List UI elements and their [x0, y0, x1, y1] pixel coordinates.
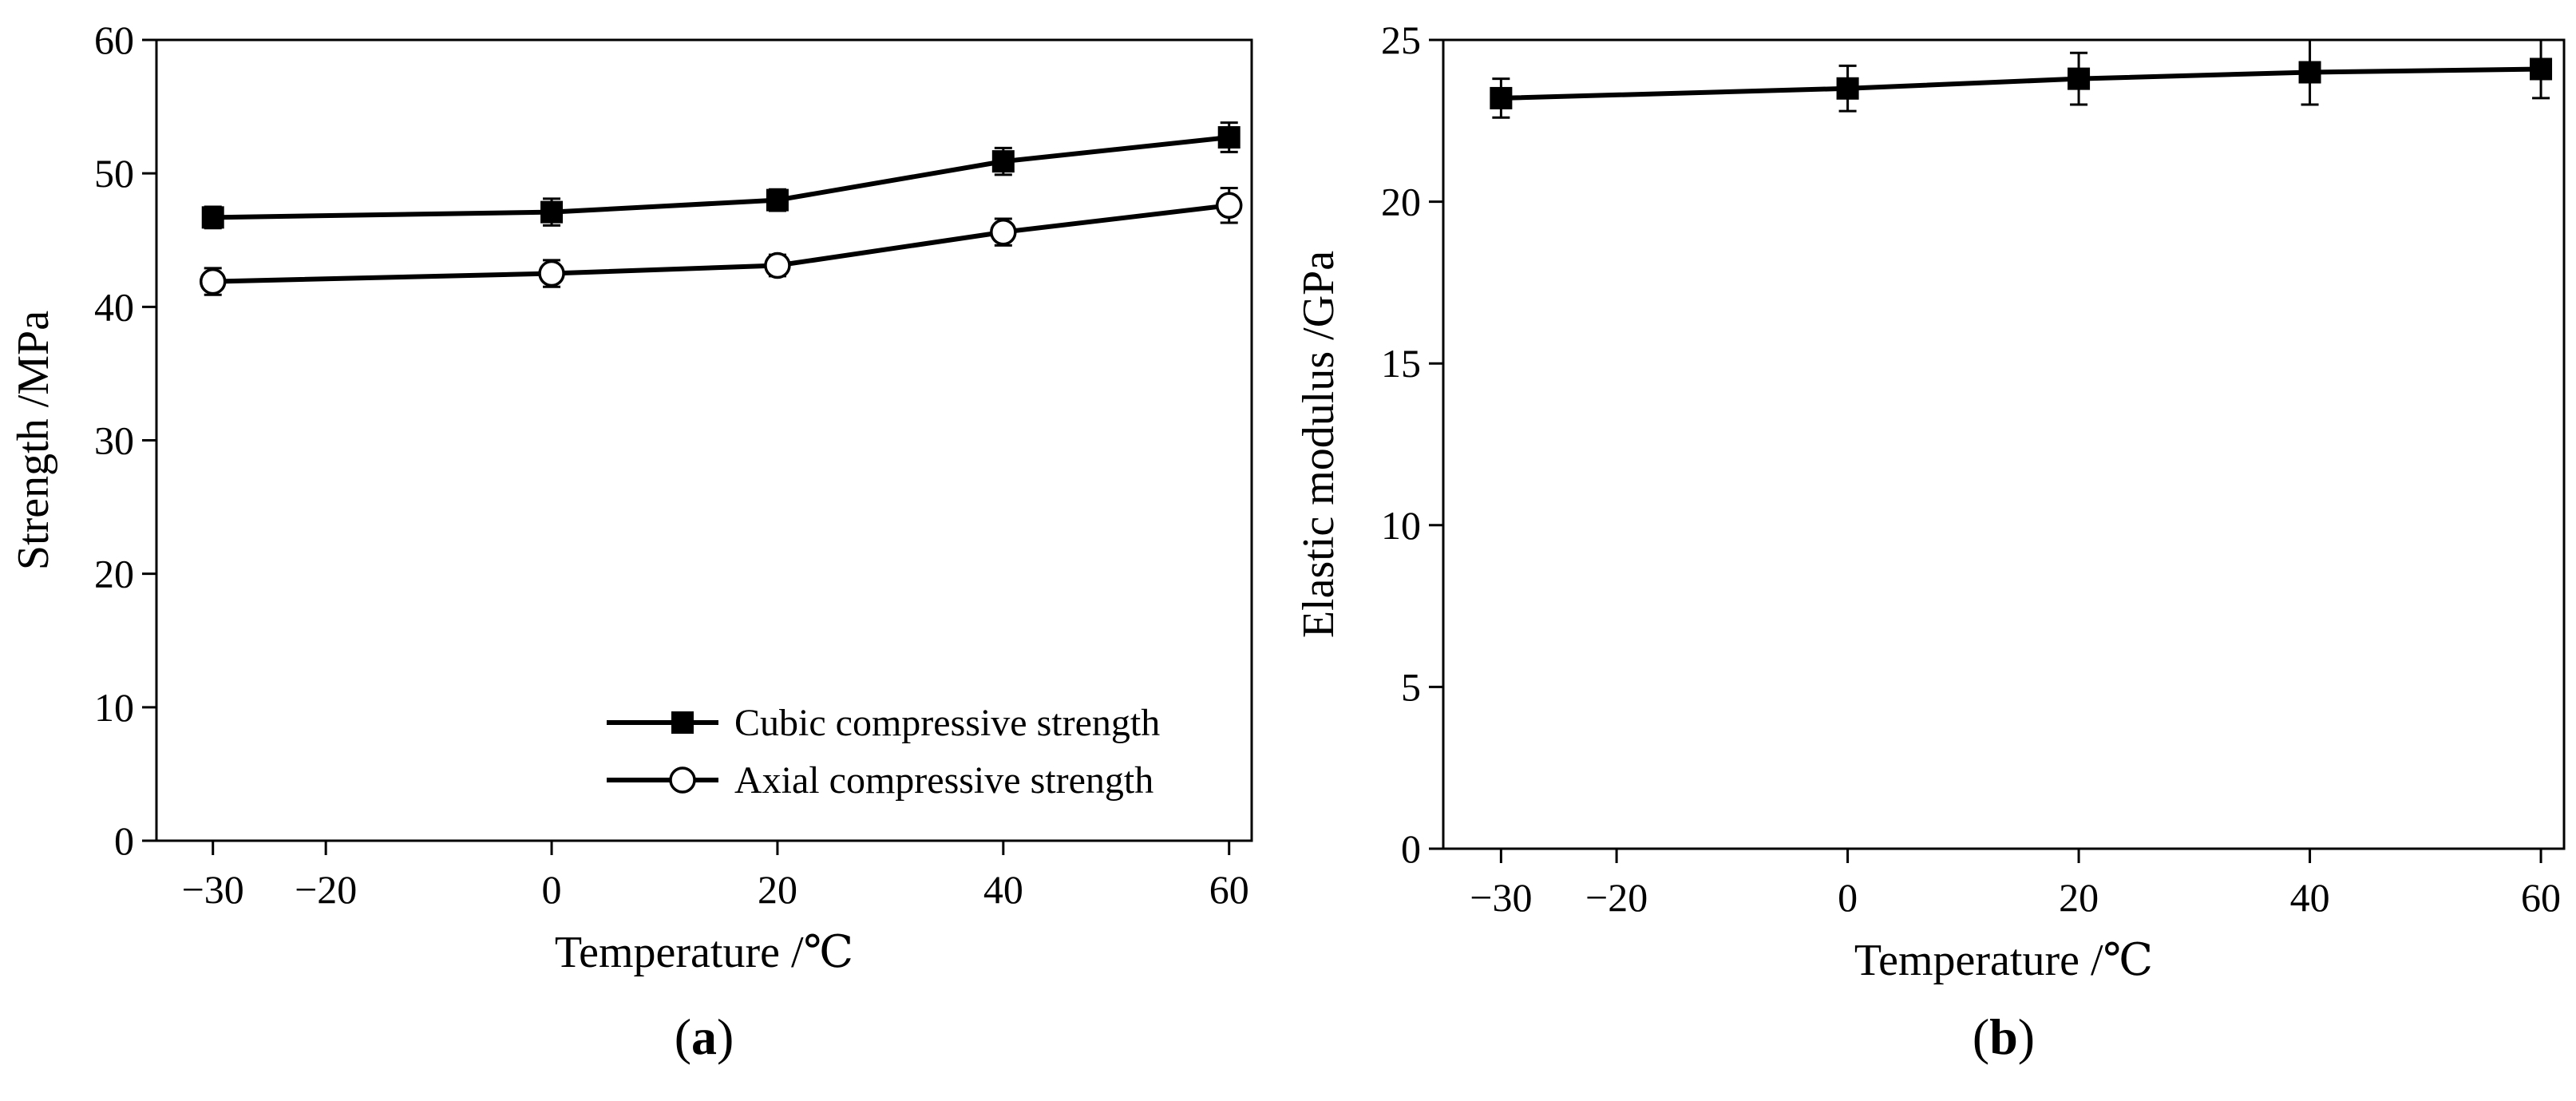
series-1 [1490, 38, 2553, 119]
data-point [1215, 192, 1243, 220]
data-point [1217, 126, 1241, 149]
legend-label: Axial compressive strength [734, 759, 1153, 802]
data-point [991, 150, 1015, 173]
y-tick-label: 20 [94, 552, 134, 596]
legend-marker [669, 766, 696, 794]
legend-label: Cubic compressive strength [734, 702, 1160, 744]
y-tick-label: 0 [1401, 826, 1421, 871]
x-tick-label: 60 [2521, 875, 2561, 920]
data-point [1490, 86, 1513, 109]
y-tick-label: 20 [1381, 180, 1421, 224]
x-tick-label: 40 [983, 867, 1023, 912]
x-axis-title: Temperature /℃ [555, 928, 853, 977]
x-tick-label: −30 [1470, 875, 1532, 920]
x-tick-label: −20 [1585, 875, 1648, 920]
y-axis-title: Elastic modulus /GPa [1294, 251, 1343, 638]
series-2 [199, 187, 1243, 296]
y-tick-label: 40 [94, 284, 134, 329]
data-point [538, 259, 565, 287]
data-point [199, 267, 227, 295]
y-tick-label: 60 [94, 18, 134, 62]
data-point [764, 251, 791, 279]
x-tick-label: 0 [1838, 875, 1858, 920]
x-tick-label: −20 [295, 867, 357, 912]
panel-a-strength-chart: −30 −20 0 20 40 60 0 10 20 30 40 50 60 Temperature /℃… [9, 18, 1253, 1065]
data-point [2068, 67, 2091, 90]
panel-b-elastic-modulus-chart: −30 −20 0 20 40 60 0 5 10 15 20 25 Temperature /℃ Ela… [1294, 18, 2566, 1065]
data-point [990, 218, 1017, 246]
y-tick-label: 50 [94, 151, 134, 196]
data-point [2530, 57, 2553, 81]
x-tick-label: 40 [2290, 875, 2330, 920]
series-line [1501, 66, 2542, 101]
x-tick-label: 0 [542, 867, 562, 912]
series-line [212, 135, 1230, 220]
x-tick-label: −30 [182, 867, 244, 912]
plot-frame [1442, 38, 2566, 850]
data-point [1836, 77, 1859, 100]
data-point [2298, 61, 2321, 84]
x-tick-label: 20 [758, 867, 797, 912]
y-tick-label: 30 [94, 418, 134, 463]
data-point [201, 206, 224, 229]
series-1 [201, 121, 1241, 230]
x-tick-label: 60 [1209, 867, 1249, 912]
y-tick-label: 0 [114, 818, 134, 863]
data-point [766, 188, 789, 212]
y-tick-label: 25 [1381, 18, 1421, 62]
y-tick-label: 10 [1381, 503, 1421, 548]
legend: Cubic compressive strength Axial compress… [607, 702, 1160, 802]
panel-label: (a) [675, 1008, 734, 1065]
legend-marker [671, 711, 694, 734]
y-tick-label: 15 [1381, 341, 1421, 386]
y-tick-label: 10 [94, 685, 134, 730]
y-tick-label: 5 [1401, 664, 1421, 709]
x-axis-title: Temperature /℃ [1854, 936, 2153, 985]
y-axis-title: Strength /MPa [9, 311, 58, 570]
panel-label: (b) [1973, 1008, 2035, 1065]
x-tick-label: 20 [2059, 875, 2099, 920]
data-point [540, 200, 564, 224]
